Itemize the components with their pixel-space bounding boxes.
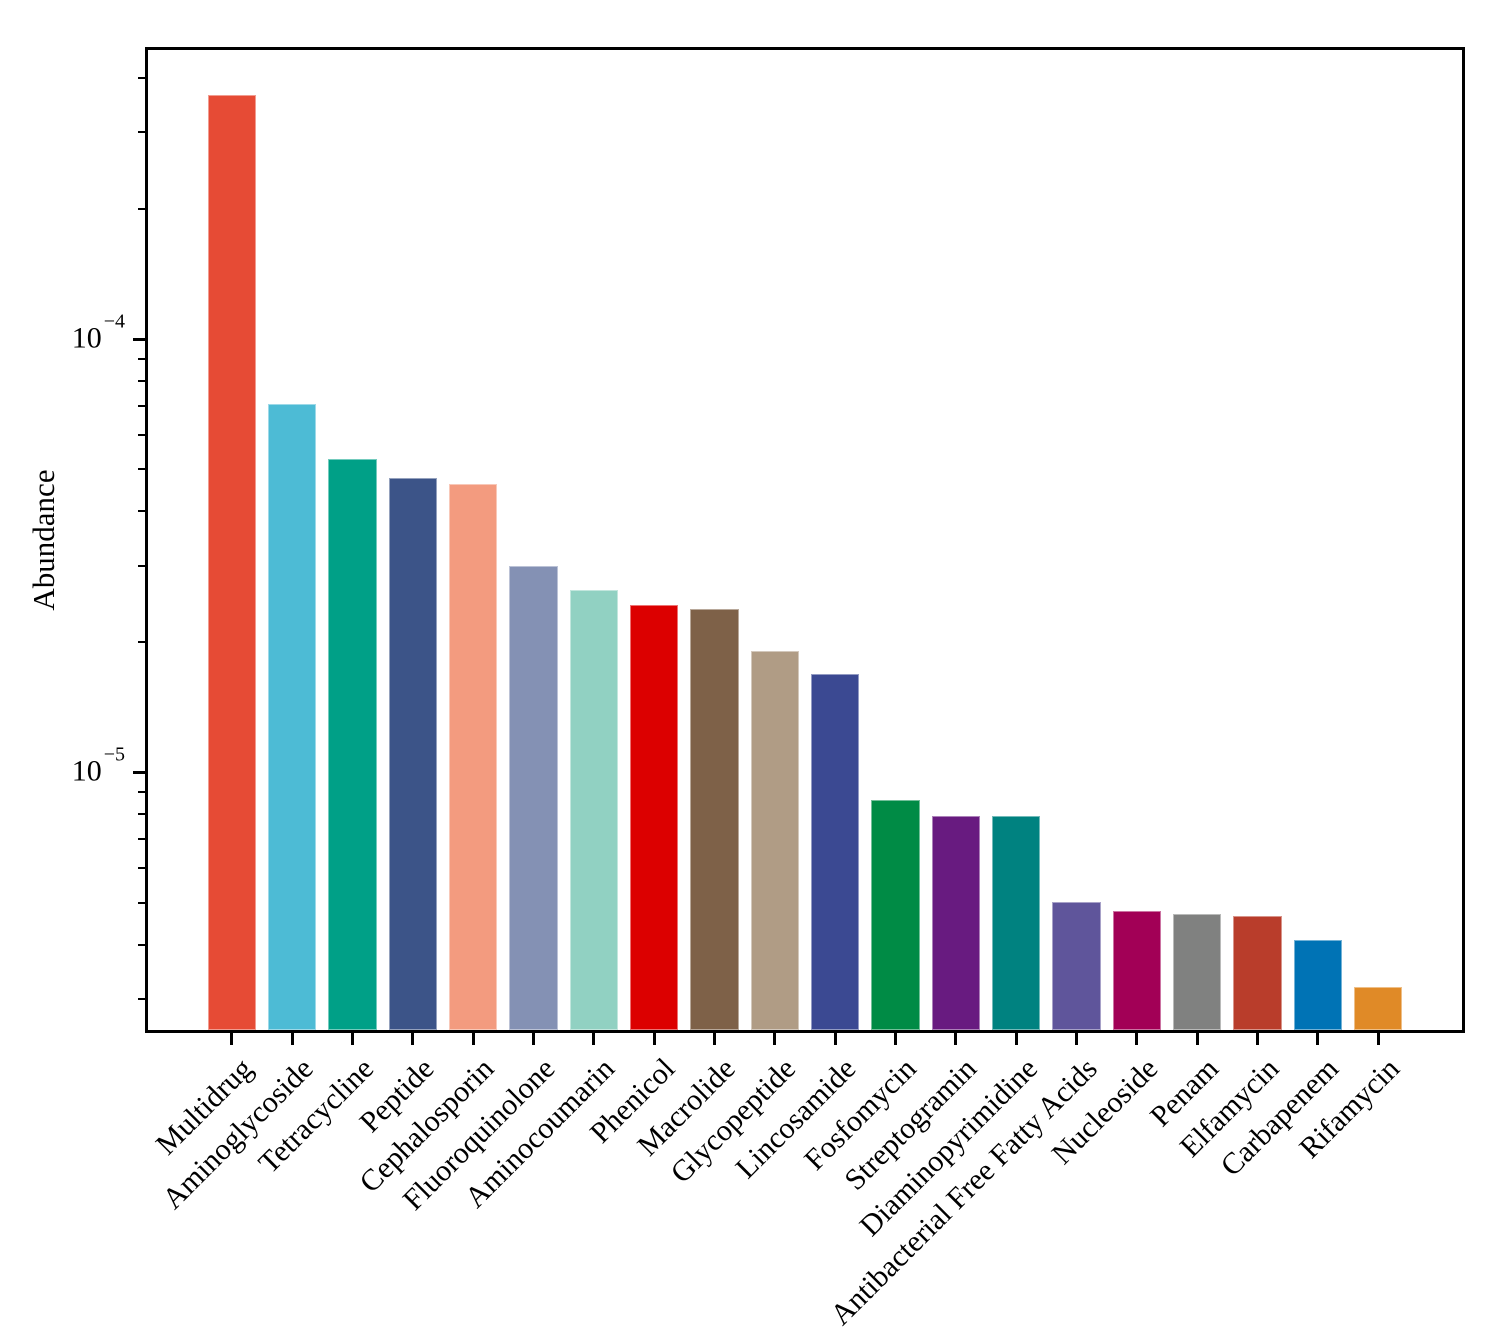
- y-axis-major-tick: [133, 337, 145, 341]
- y-axis-minor-tick: [138, 564, 145, 567]
- bar-lincosamide: [811, 673, 860, 1030]
- bar-peptide: [388, 478, 437, 1030]
- y-tick-label: 10 −5: [71, 743, 125, 788]
- bar-cephalosporin: [449, 484, 498, 1030]
- y-axis-minor-tick: [138, 405, 145, 408]
- y-axis-minor-tick: [138, 468, 145, 471]
- bar-glycopeptide: [750, 651, 799, 1030]
- y-axis-minor-tick: [138, 131, 145, 134]
- x-axis-tick: [1316, 1033, 1320, 1045]
- x-axis-tick: [833, 1033, 837, 1045]
- y-axis-minor-tick: [138, 867, 145, 870]
- bar-phenicol: [630, 605, 679, 1030]
- y-axis-minor-tick: [138, 791, 145, 794]
- y-axis-minor-tick: [138, 943, 145, 946]
- x-axis-tick: [1135, 1033, 1139, 1045]
- x-axis-tick: [652, 1033, 656, 1045]
- y-axis-minor-tick: [138, 380, 145, 383]
- y-axis-major-tick: [133, 770, 145, 774]
- y-axis-minor-tick: [138, 77, 145, 80]
- y-axis-minor-tick: [138, 510, 145, 513]
- y-axis-minor-tick: [138, 640, 145, 643]
- x-axis-tick: [954, 1033, 958, 1045]
- x-axis-tick: [1376, 1033, 1380, 1045]
- x-axis-tick: [893, 1033, 897, 1045]
- y-axis-minor-tick: [138, 901, 145, 904]
- x-axis-tick: [411, 1033, 415, 1045]
- bar-aminocoumarin: [569, 589, 618, 1030]
- x-axis-tick: [290, 1033, 294, 1045]
- bar-antibacterial-free-fatty-acids: [1052, 902, 1101, 1030]
- bar-elfamycin: [1233, 916, 1282, 1030]
- x-axis-tick: [230, 1033, 234, 1045]
- plot-area: [145, 47, 1465, 1033]
- x-axis-tick: [592, 1033, 596, 1045]
- y-axis-title: Abundance: [26, 469, 61, 611]
- y-axis-minor-tick: [138, 813, 145, 816]
- bar-diaminopyrimidine: [992, 815, 1041, 1030]
- y-axis-minor-tick: [138, 207, 145, 210]
- x-axis-tick: [713, 1033, 716, 1045]
- bar-streptogramin: [931, 815, 980, 1030]
- bar-nucleoside: [1112, 911, 1161, 1030]
- bar-macrolide: [690, 609, 739, 1030]
- bar-aminoglycoside: [268, 403, 317, 1030]
- bar-carbapenem: [1293, 940, 1342, 1030]
- bar-multidrug: [207, 95, 256, 1030]
- x-axis-tick: [1255, 1033, 1259, 1045]
- x-axis-tick: [532, 1033, 535, 1045]
- bar-fosfomycin: [871, 799, 920, 1030]
- y-axis-minor-tick: [138, 357, 145, 360]
- y-axis-minor-tick: [138, 838, 145, 841]
- x-axis-tick: [351, 1033, 355, 1045]
- y-axis-minor-tick: [138, 434, 145, 437]
- bar-rifamycin: [1354, 987, 1403, 1030]
- x-axis-tick: [1074, 1033, 1078, 1045]
- y-tick-label: 10 −4: [71, 310, 125, 355]
- bar-tetracycline: [328, 459, 377, 1030]
- x-axis-tick: [1195, 1033, 1199, 1045]
- bar-penam: [1173, 914, 1222, 1030]
- bar-fluoroquinolone: [509, 566, 558, 1030]
- y-axis-minor-tick: [138, 997, 145, 1000]
- x-axis-tick: [1014, 1033, 1018, 1045]
- x-axis-tick: [471, 1033, 475, 1045]
- x-axis-tick: [773, 1033, 777, 1045]
